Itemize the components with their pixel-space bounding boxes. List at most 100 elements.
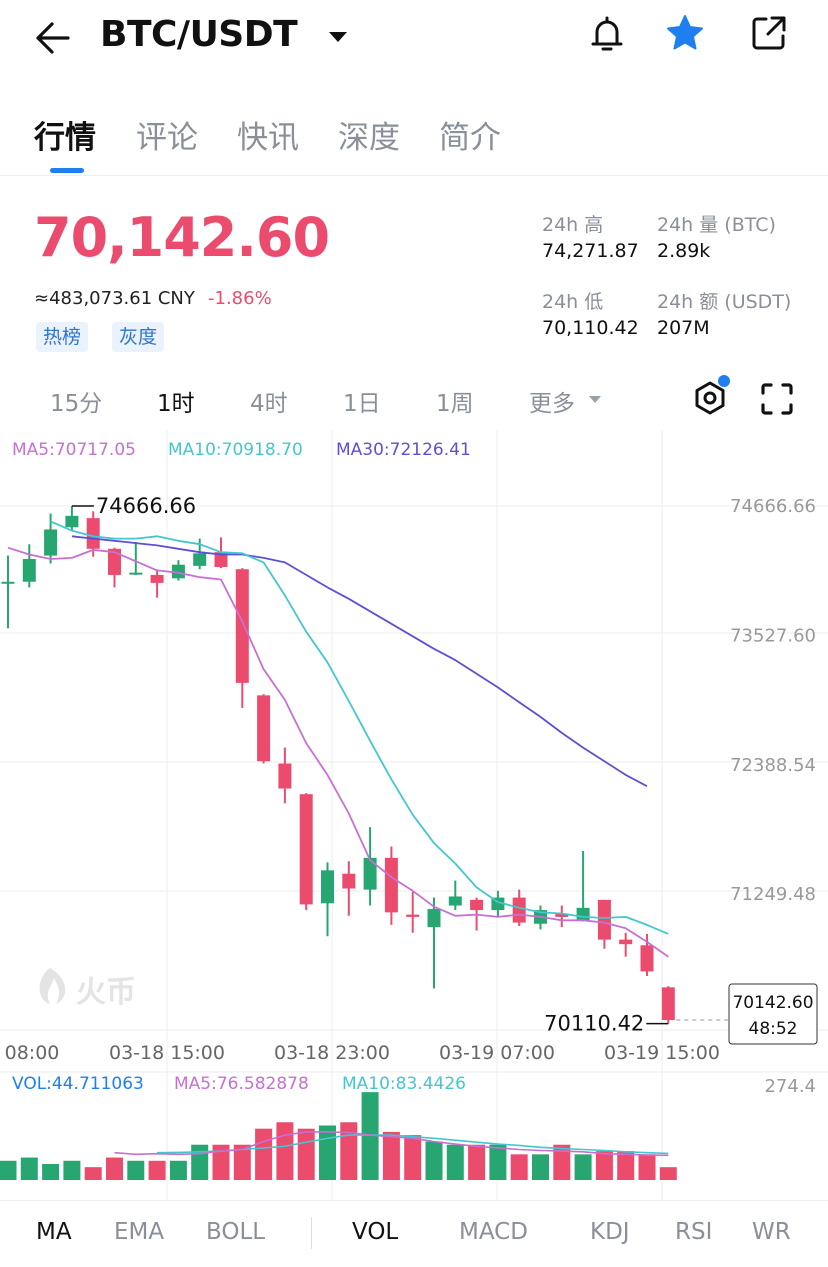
indicator-rsi[interactable]: RSI — [675, 1219, 713, 1245]
candle — [150, 574, 164, 583]
indicator-ma[interactable]: MA — [36, 1219, 72, 1245]
kline-chart-svg[interactable]: 火币 74666.66 73527.60 72388.54 71249.48 08:00 0… — [0, 430, 828, 1200]
x-axis-tick: 08:00 — [5, 1042, 60, 1064]
indicator-macd[interactable]: MACD — [459, 1219, 528, 1245]
volume-bar — [595, 1151, 613, 1180]
candle — [448, 896, 462, 906]
volume-bar — [361, 1092, 379, 1180]
indicator-vol[interactable]: VOL — [352, 1219, 399, 1245]
volume-bar — [127, 1160, 145, 1180]
ma5-legend: MA5:70717.05 — [12, 440, 136, 460]
candle — [363, 857, 377, 890]
volume-bar — [63, 1160, 81, 1180]
tab-comments[interactable]: 评论 — [136, 120, 198, 156]
volume-bar — [148, 1160, 166, 1180]
candle — [555, 913, 569, 917]
tab-intro[interactable]: 简介 — [439, 120, 501, 156]
x-axis-tick: 03-18 15:00 — [109, 1042, 225, 1064]
volume-bar — [255, 1128, 273, 1180]
candle — [427, 908, 441, 928]
candle — [65, 515, 79, 528]
interval-4h[interactable]: 4时 — [250, 391, 288, 417]
candle — [129, 572, 143, 575]
bell-icon[interactable] — [586, 12, 628, 56]
indicator-kdj[interactable]: KDJ — [590, 1219, 630, 1245]
candle — [619, 939, 633, 945]
candle — [321, 870, 334, 904]
indicator-bar: MA EMA BOLL VOL MACD KDJ RSI WR — [0, 1200, 828, 1267]
candle — [278, 763, 292, 789]
kline-chart[interactable]: 火币 74666.66 73527.60 72388.54 71249.48 08:00 0… — [0, 430, 828, 1200]
interval-1w[interactable]: 1周 — [436, 391, 474, 417]
ma30-legend: MA30:72126.41 — [336, 440, 471, 460]
price-change: -1.86% — [208, 288, 272, 309]
amount-label: 24h 额 (USDT) — [657, 291, 792, 313]
vol-legend: VOL:44.711063 — [12, 1074, 144, 1094]
high-marker: 74666.66 — [96, 494, 196, 518]
candle — [640, 945, 654, 972]
ma10-line — [50, 520, 669, 935]
candle — [342, 873, 356, 889]
back-arrow-icon[interactable] — [28, 18, 72, 58]
fullscreen-icon[interactable] — [760, 382, 794, 416]
pair-title[interactable]: BTC/USDT — [100, 14, 298, 55]
indicator-wr[interactable]: WR — [752, 1219, 791, 1245]
candle — [406, 914, 420, 917]
volume-bar — [276, 1122, 294, 1180]
x-axis-tick: 03-18 23:00 — [274, 1042, 390, 1064]
amount-value: 207M — [657, 317, 710, 339]
y-axis-tick: 73527.60 — [730, 625, 816, 646]
share-icon[interactable] — [748, 12, 790, 54]
tab-market[interactable]: 行情 — [34, 120, 96, 156]
candle — [470, 899, 484, 911]
top-bar: BTC/USDT — [0, 0, 828, 78]
candle — [214, 552, 228, 567]
last-price-box — [728, 983, 818, 1045]
watermark: 火币 — [76, 975, 136, 1010]
section-tabs: 行情 评论 快讯 深度 简介 — [0, 100, 828, 176]
last-price: 70,142.60 — [34, 206, 330, 269]
tab-active-indicator — [50, 168, 84, 173]
candle — [86, 518, 100, 549]
hexagon-settings-icon[interactable] — [692, 380, 728, 416]
interval-1h[interactable]: 1时 — [157, 391, 195, 417]
vol-ma5-legend: MA5:76.582878 — [174, 1074, 309, 1094]
volume-bar — [532, 1154, 549, 1180]
candle — [235, 569, 249, 683]
volume-bar — [84, 1167, 102, 1180]
indicator-boll[interactable]: BOLL — [206, 1219, 266, 1245]
caret-down-icon[interactable] — [326, 26, 350, 46]
ma10-legend: MA10:70918.70 — [168, 440, 303, 460]
tag-grayscale[interactable]: 灰度 — [112, 322, 165, 352]
volume-bar — [553, 1144, 571, 1180]
indicator-ema[interactable]: EMA — [114, 1219, 165, 1245]
volume-bar — [169, 1160, 187, 1180]
interval-1d[interactable]: 1日 — [343, 391, 381, 417]
interval-15m[interactable]: 15分 — [50, 391, 103, 417]
volume-bar — [638, 1154, 656, 1180]
last-price-label: 70142.60 — [732, 993, 813, 1013]
y-axis-tick: 74666.66 — [730, 496, 816, 517]
candle — [108, 548, 121, 575]
candle — [512, 897, 526, 923]
tab-news[interactable]: 快讯 — [237, 120, 299, 156]
candle — [299, 794, 313, 905]
low-marker: 70110.42 — [544, 1012, 644, 1036]
caret-down-icon[interactable] — [588, 394, 602, 404]
volume-value: 2.89k — [657, 240, 711, 262]
low-label: 24h 低 — [542, 291, 604, 313]
cny-price: ≈483,073.61 CNY — [34, 288, 195, 309]
tag-hot-list[interactable]: 热榜 — [36, 322, 89, 352]
divider — [311, 1217, 312, 1249]
interval-more[interactable]: 更多 — [529, 391, 575, 417]
volume-bar — [0, 1160, 17, 1180]
volume-bar — [297, 1128, 315, 1180]
volume-bar — [212, 1144, 230, 1180]
tab-depth[interactable]: 深度 — [338, 120, 400, 156]
countdown-label: 48:52 — [749, 1019, 798, 1039]
volume-bar — [42, 1163, 60, 1180]
high-value: 74,271.87 — [542, 240, 639, 262]
notification-dot — [718, 375, 730, 387]
star-icon[interactable] — [664, 12, 706, 54]
candle — [44, 529, 58, 556]
